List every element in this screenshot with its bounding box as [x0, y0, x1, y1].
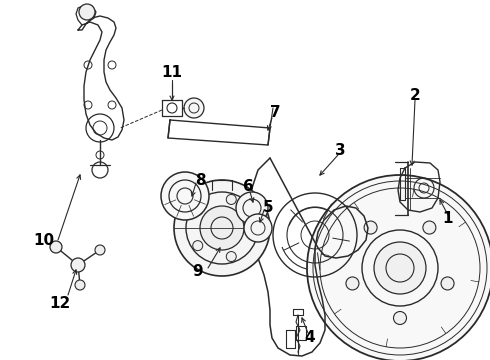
- Text: 6: 6: [243, 179, 253, 194]
- Circle shape: [200, 206, 244, 250]
- Circle shape: [161, 172, 209, 220]
- Text: 7: 7: [270, 104, 280, 120]
- Text: 2: 2: [410, 87, 420, 103]
- Text: 10: 10: [33, 233, 54, 248]
- Circle shape: [374, 242, 426, 294]
- Circle shape: [95, 245, 105, 255]
- Text: 4: 4: [305, 330, 315, 346]
- Text: 1: 1: [443, 211, 453, 225]
- Circle shape: [184, 98, 204, 118]
- Circle shape: [307, 175, 490, 360]
- Circle shape: [364, 221, 377, 234]
- Circle shape: [247, 223, 257, 233]
- Text: 11: 11: [162, 64, 182, 80]
- Circle shape: [346, 277, 359, 290]
- Text: 8: 8: [195, 172, 205, 188]
- Circle shape: [393, 311, 407, 324]
- Text: 12: 12: [49, 296, 71, 310]
- Circle shape: [193, 205, 203, 215]
- Text: 3: 3: [335, 143, 345, 158]
- Circle shape: [226, 252, 236, 261]
- Text: 5: 5: [263, 199, 273, 215]
- Circle shape: [79, 4, 95, 20]
- Circle shape: [441, 277, 454, 290]
- Text: 9: 9: [193, 265, 203, 279]
- Circle shape: [193, 240, 203, 251]
- Circle shape: [71, 258, 85, 272]
- Circle shape: [423, 221, 436, 234]
- Circle shape: [174, 180, 270, 276]
- Circle shape: [244, 214, 272, 242]
- Circle shape: [75, 280, 85, 290]
- Circle shape: [236, 192, 268, 224]
- Circle shape: [226, 194, 236, 204]
- Circle shape: [50, 241, 62, 253]
